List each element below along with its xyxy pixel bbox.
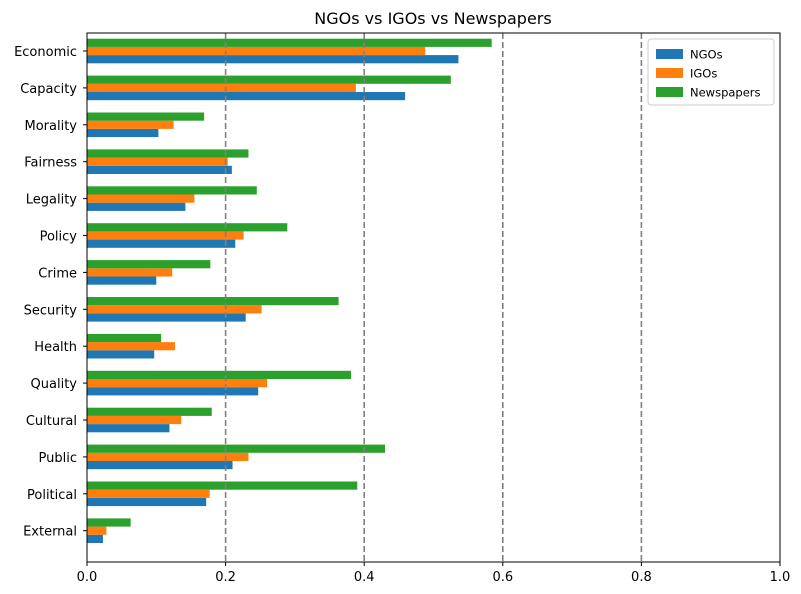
y-tick-label: Fairness — [24, 156, 77, 171]
bar-newspapers-capacity — [87, 75, 451, 84]
plot-frame — [86, 32, 781, 563]
legend-label-igos: IGOs — [690, 67, 717, 81]
bar-newspapers-cultural — [87, 407, 212, 416]
bar-newspapers-legality — [87, 186, 257, 195]
bar-ngos-crime — [87, 276, 157, 285]
y-axis: Economic Capacity Morality Fairness Legality… — [14, 45, 87, 540]
y-tick-label: External — [23, 525, 77, 540]
legend-swatch-newspapers — [656, 87, 683, 97]
legend-label-ngos: NGOs — [690, 48, 723, 62]
x-tick-label: 1.0 — [770, 570, 791, 585]
y-tick-label: Cultural — [26, 414, 77, 429]
bar-ngos-external — [87, 534, 103, 543]
y-tick-label: Quality — [31, 377, 78, 392]
bar-igos-economic — [87, 46, 426, 56]
bar-newspapers-policy — [87, 223, 288, 232]
bar-newspapers-fairness — [87, 149, 249, 158]
bar-ngos-cultural — [87, 424, 170, 433]
y-tick-label: Policy — [40, 230, 78, 245]
bar-newspapers-public — [87, 444, 385, 453]
bar-igos-public — [87, 452, 249, 461]
bar-newspapers-political — [87, 481, 358, 490]
y-tick-label: Political — [27, 488, 77, 503]
bar-igos-capacity — [87, 83, 356, 92]
bar-igos-morality — [87, 120, 174, 129]
bar-igos-cultural — [87, 415, 182, 425]
bar-ngos-morality — [87, 128, 159, 138]
bar-newspapers-quality — [87, 370, 352, 379]
bar-ngos-security — [87, 313, 246, 322]
bar-newspapers-health — [87, 333, 162, 343]
x-tick-label: 0.2 — [215, 570, 236, 585]
bar-ngos-economic — [87, 55, 459, 64]
bar-newspapers-morality — [87, 112, 205, 121]
bar-igos-external — [87, 526, 107, 535]
bar-ngos-capacity — [87, 92, 406, 101]
y-tick-label: Capacity — [20, 82, 77, 97]
y-tick-label: Morality — [25, 119, 78, 134]
bar-ngos-quality — [87, 387, 259, 396]
legend: NGOs IGOs Newspapers — [647, 38, 775, 106]
y-tick-label: Security — [24, 303, 78, 318]
bar-ngos-public — [87, 461, 233, 470]
bar-newspapers-economic — [87, 38, 492, 47]
reference-lines — [224, 33, 643, 562]
legend-swatch-igos — [656, 68, 683, 78]
x-tick-label: 0.0 — [77, 570, 98, 585]
bar-ngos-legality — [87, 202, 186, 211]
bar-igos-political — [87, 489, 210, 498]
bar-igos-policy — [87, 231, 244, 240]
y-tick-label: Public — [39, 451, 77, 466]
bar-igos-crime — [87, 268, 173, 277]
chart-title: NGOs vs IGOs vs Newspapers — [314, 9, 551, 28]
bar-ngos-policy — [87, 239, 236, 248]
bar-ngos-fairness — [87, 165, 232, 174]
bar-igos-fairness — [87, 157, 228, 166]
x-tick-label: 0.8 — [631, 570, 652, 585]
x-tick-label: 0.6 — [492, 570, 513, 585]
bar-ngos-political — [87, 497, 207, 507]
y-tick-label: Legality — [26, 193, 78, 208]
y-tick-label: Health — [34, 340, 77, 355]
bar-newspapers-security — [87, 297, 339, 306]
x-tick-label: 0.4 — [354, 570, 375, 585]
bar-igos-health — [87, 342, 176, 351]
bar-igos-security — [87, 305, 262, 314]
legend-swatch-ngos — [656, 49, 683, 59]
bar-ngos-health — [87, 350, 155, 359]
bars-layer — [87, 38, 492, 543]
bar-newspapers-crime — [87, 260, 211, 269]
y-tick-label: Economic — [14, 45, 77, 60]
bar-newspapers-external — [87, 518, 131, 527]
y-tick-label: Crime — [38, 266, 77, 281]
x-axis: 0.0 0.2 0.4 0.6 0.8 1.0 — [77, 562, 791, 585]
bar-igos-quality — [87, 379, 268, 388]
legend-label-newspapers: Newspapers — [690, 86, 761, 100]
bar-igos-legality — [87, 194, 195, 203]
